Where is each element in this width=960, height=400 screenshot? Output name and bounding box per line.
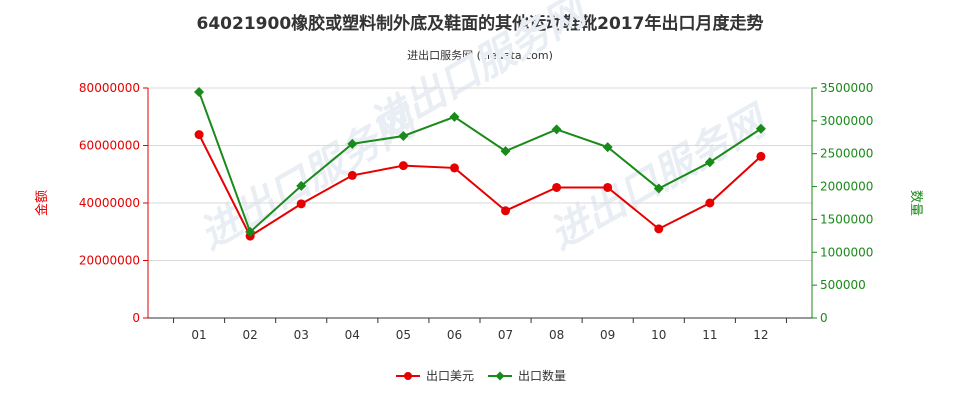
left-tick-label: 0 [132,311,140,325]
point-qty [398,130,409,141]
x-tick-label: 11 [702,328,717,342]
right-tick-label: 2500000 [820,147,873,161]
x-tick-label: 05 [396,328,411,342]
point-qty [245,226,256,237]
series-layer [194,86,766,241]
x-tick-label: 03 [294,328,309,342]
point-qty [296,180,307,191]
point-qty [500,146,511,157]
x-tick-label: 07 [498,328,513,342]
x-tick-label: 12 [753,328,768,342]
point-usd [654,224,664,234]
right-tick-label: 3000000 [820,114,873,128]
right-tick-label: 1500000 [820,212,873,226]
x-tick-label: 04 [345,328,360,342]
axes: 0 20000000 40000000 60000000 80000000 0 500000… [34,81,923,342]
point-qty [449,111,460,122]
point-usd [449,163,459,173]
right-tick-label: 1000000 [820,245,873,259]
point-usd [296,199,306,209]
right-tick-label: 500000 [820,278,866,292]
point-usd [194,130,204,140]
left-tick-label: 40000000 [79,196,140,210]
watermark-text: 进出口服务网 [542,96,778,259]
watermark-text: 进出口服务网 [362,0,598,149]
point-usd [756,151,766,161]
legend-label: 出口美元 [426,369,474,383]
point-usd [347,170,357,180]
x-tick-label: 08 [549,328,564,342]
point-qty [755,123,766,134]
point-usd [705,198,715,208]
point-usd [501,206,511,216]
x-tick-label: 09 [600,328,615,342]
right-tick-label: 3500000 [820,81,873,95]
chart-title: 64021900橡胶或塑料制外底及鞋面的其他运动鞋靴2017年出口月度走势 [196,14,764,34]
x-tick-label: 02 [243,328,258,342]
series-line-1 [198,134,762,238]
legend-marker-usd [404,372,412,380]
point-usd [552,182,562,192]
legend: 出口美元 出口数量 [396,368,566,383]
point-qty [602,142,613,153]
series-line-2 [198,91,762,234]
point-qty [347,138,358,149]
legend-label: 出口数量 [518,368,566,383]
point-usd [603,182,613,192]
left-axis-title: 金额 [34,190,50,216]
left-tick-label: 60000000 [79,139,140,153]
point-qty [551,124,562,135]
right-axis-title: 数量 [908,190,923,216]
legend-marker-qty [495,371,505,381]
point-qty [704,157,715,168]
left-tick-label: 20000000 [79,254,140,268]
point-qty [194,86,205,97]
left-tick-label: 80000000 [79,81,140,95]
chart-subtitle: 进出口服务网 (ciedata.com) [407,49,553,62]
x-tick-label: 01 [191,328,206,342]
point-usd [398,161,408,171]
right-tick-label: 2000000 [820,180,873,194]
x-tick-label: 10 [651,328,666,342]
point-qty [653,183,664,194]
right-tick-label: 0 [820,311,828,325]
x-tick-label: 06 [447,328,462,342]
